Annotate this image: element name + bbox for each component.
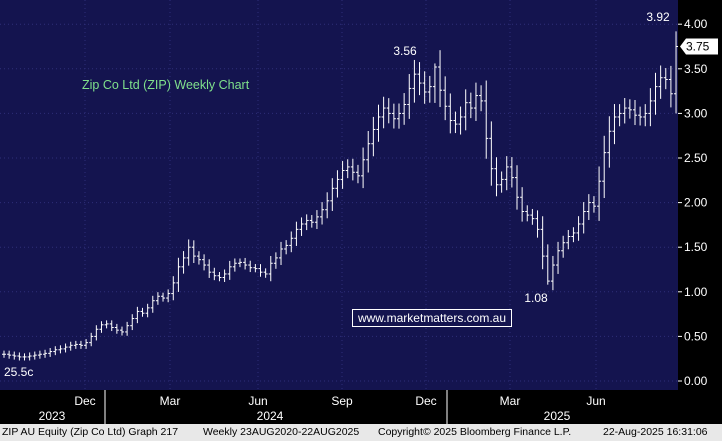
x-year-label: 2025: [544, 409, 571, 423]
x-year-label: 2023: [39, 409, 66, 423]
y-tick-label: 1.00: [684, 285, 708, 299]
watermark-link[interactable]: www.marketmatters.com.au: [352, 309, 512, 327]
y-tick-label: 3.50: [684, 62, 708, 76]
y-tick-label: 1.50: [684, 240, 708, 254]
annotation-peak: 3.56: [393, 44, 417, 58]
y-tick-label: 0.50: [684, 329, 708, 343]
annotation-low: 1.08: [524, 291, 548, 305]
x-month-label: Mar: [500, 394, 521, 408]
footer-copyright: Copyright© 2025 Bloomberg Finance L.P.: [378, 426, 572, 438]
x-month-label: Sep: [331, 394, 353, 408]
x-month-label: Mar: [160, 394, 181, 408]
last-price-label: 3.75: [686, 40, 710, 54]
y-tick-label: 4.00: [684, 17, 708, 31]
x-month-label: Jun: [586, 394, 605, 408]
footer-security: ZIP AU Equity (Zip Co Ltd) Graph 217: [2, 426, 179, 438]
footer-bar: ZIP AU Equity (Zip Co Ltd) Graph 217 Wee…: [0, 424, 722, 441]
last-price-marker: [680, 38, 718, 55]
annotation-start: 25.5c: [4, 365, 33, 379]
weekly-price-chart: 0.00 0.50 1.00 1.50 2.00 2.50 3.00 3.50 4.00 Dec M…: [0, 0, 718, 424]
y-tick-label: 2.50: [684, 151, 708, 165]
annotation-high: 3.92: [646, 10, 670, 24]
x-month-label: Jun: [248, 394, 267, 408]
x-month-label: Dec: [415, 394, 436, 408]
y-tick-label: 3.00: [684, 106, 708, 120]
chart-title: Zip Co Ltd (ZIP) Weekly Chart: [82, 78, 250, 92]
footer-timestamp: 22-Aug-2025 16:31:06: [603, 426, 708, 438]
x-month-label: Dec: [74, 394, 95, 408]
x-year-label: 2024: [257, 409, 284, 423]
y-tick-label: 0.00: [684, 374, 708, 388]
y-tick-label: 2.00: [684, 196, 708, 210]
plot-area: [0, 0, 678, 390]
footer-range: Weekly 23AUG2020-22AUG2025: [203, 426, 360, 438]
